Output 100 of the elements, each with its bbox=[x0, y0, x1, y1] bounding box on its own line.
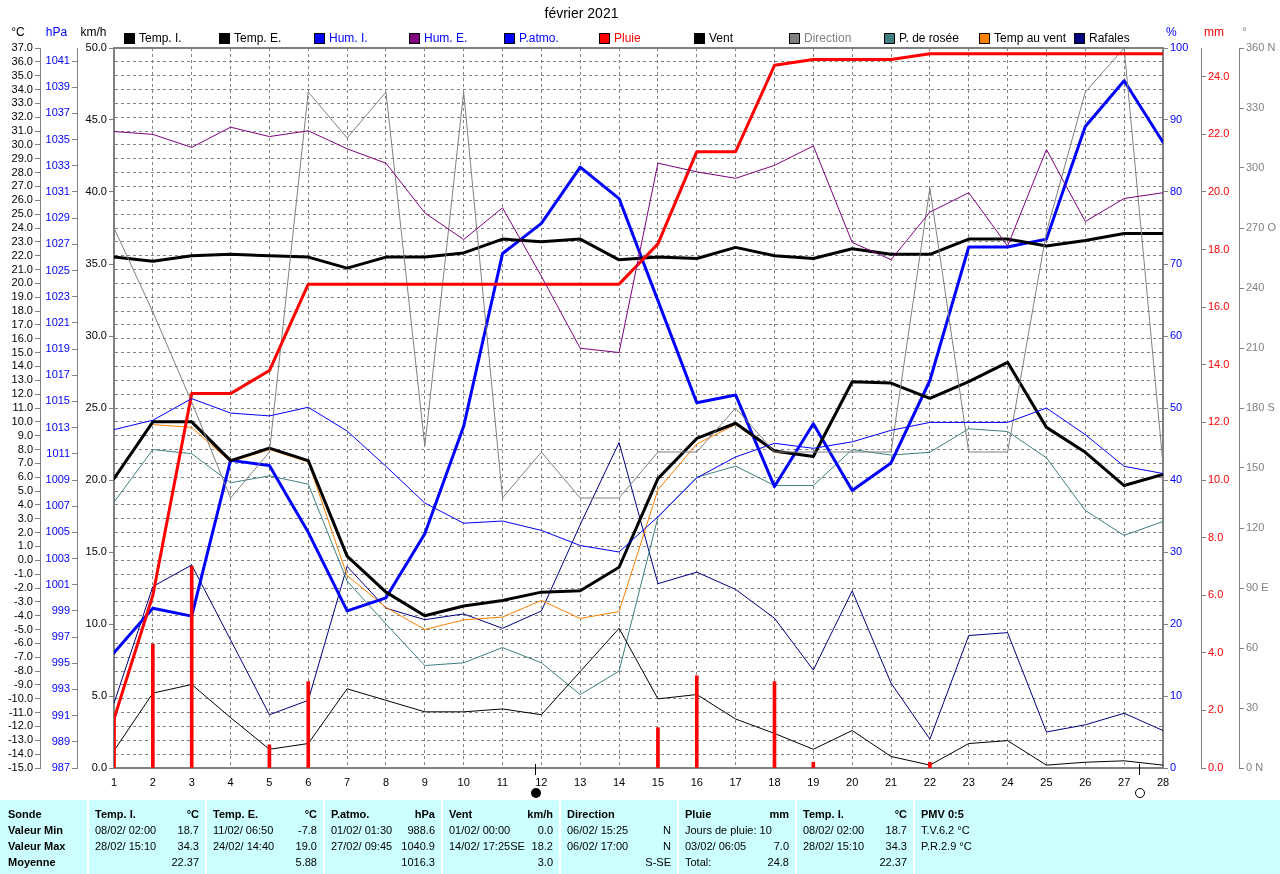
y-tick-label: 18.0 bbox=[11, 304, 33, 317]
y-tick-label: -2.0 bbox=[14, 581, 33, 594]
text: 28/02/ 15:10 bbox=[803, 839, 865, 853]
x-tick-label: 4 bbox=[227, 775, 234, 788]
y2-tick-label: 1031 bbox=[45, 185, 70, 198]
text: 19.0 bbox=[295, 839, 317, 853]
text: 22.37 bbox=[879, 855, 907, 869]
y-tick-label: 9.0 bbox=[17, 428, 33, 441]
text: Pluie bbox=[685, 807, 712, 821]
text: 22.37 bbox=[171, 855, 199, 869]
y-tick-label: 5.0 bbox=[17, 484, 33, 497]
bar bbox=[694, 675, 699, 768]
y-tick-label: 22.0 bbox=[11, 248, 33, 261]
y-tick-label: 20 bbox=[1170, 617, 1183, 630]
legend-label: P.atmo. bbox=[519, 31, 559, 46]
y3-tick-label: 35.0 bbox=[85, 257, 107, 270]
text: 1016.3 bbox=[401, 855, 435, 869]
y-tick-label: 6.0 bbox=[17, 470, 33, 483]
text: 3.0 bbox=[537, 855, 553, 869]
y-axis-title: °C bbox=[11, 25, 26, 40]
y-tick-label: 60 bbox=[1170, 329, 1183, 342]
x-tick-label: 26 bbox=[1079, 775, 1092, 788]
y2-tick-label: 16.0 bbox=[1208, 300, 1230, 313]
y3-tick-label: 330 bbox=[1246, 101, 1265, 114]
legend-label: Rafales bbox=[1089, 31, 1130, 46]
y3-tick-label: 40.0 bbox=[85, 185, 107, 198]
y-tick-label: 12.0 bbox=[11, 387, 33, 400]
y3-tick-label: 240 bbox=[1246, 281, 1265, 294]
y2-tick-label: 1027 bbox=[45, 237, 70, 250]
y3-tick-label: 25.0 bbox=[85, 401, 107, 414]
y2-tick-label: 10.0 bbox=[1208, 473, 1230, 486]
text: mm bbox=[769, 807, 789, 821]
chart-title: février 2021 bbox=[544, 5, 619, 22]
legend-label: Hum. E. bbox=[424, 31, 468, 46]
y-tick-label: 2.0 bbox=[17, 525, 33, 538]
y-tick-label: 80 bbox=[1170, 185, 1183, 198]
y-tick-label: 1.0 bbox=[17, 539, 33, 552]
text: N bbox=[663, 823, 671, 837]
text: 5.88 bbox=[295, 855, 317, 869]
y-tick-label: 50 bbox=[1170, 401, 1183, 414]
x-tick-label: 8 bbox=[382, 775, 390, 788]
y-tick-label: -12.0 bbox=[7, 719, 33, 732]
text: Valeur Min bbox=[8, 823, 64, 837]
y2-tick-label: 987 bbox=[51, 761, 70, 774]
legend-label: Temp. I. bbox=[139, 31, 182, 46]
y3-tick-label: 180 S bbox=[1246, 401, 1275, 414]
x-tick-label: 6 bbox=[305, 775, 312, 788]
legend-label: Hum. I. bbox=[329, 31, 368, 46]
x-tick-label: 15 bbox=[651, 775, 665, 788]
y3-tick-label: 5.0 bbox=[91, 689, 107, 702]
y3-tick-label: 0.0 bbox=[91, 761, 107, 774]
text: P.R.2.9 °C bbox=[921, 839, 972, 853]
legend-label: Temp. E. bbox=[234, 31, 282, 46]
x-tick-label: 5 bbox=[266, 775, 273, 788]
y-tick-label: 14.0 bbox=[11, 359, 33, 372]
text: 988.6 bbox=[407, 823, 435, 837]
text: T.V.6.2 °C bbox=[921, 823, 970, 837]
text: Vent bbox=[449, 807, 473, 821]
text: 24/02/ 14:40 bbox=[213, 839, 275, 853]
y3-tick-label: 0 N bbox=[1246, 761, 1264, 774]
x-tick-label: 24 bbox=[1001, 775, 1014, 788]
y-tick-label: 100 bbox=[1170, 41, 1189, 54]
y-tick-label: 27.0 bbox=[11, 179, 33, 192]
x-tick-label: 20 bbox=[846, 775, 859, 788]
x-tick-label: 13 bbox=[574, 775, 587, 788]
legend-label: Vent bbox=[709, 31, 734, 46]
y3-tick-label: 150 bbox=[1246, 461, 1265, 474]
y2-tick-label: 4.0 bbox=[1208, 645, 1224, 658]
text: 0.0 bbox=[537, 823, 553, 837]
y2-tick-label: 991 bbox=[51, 708, 70, 721]
y3-tick-label: 30 bbox=[1246, 701, 1259, 714]
text: 01/02/ 00:00 bbox=[449, 823, 511, 837]
y2-tick-label: 8.0 bbox=[1208, 530, 1224, 543]
y3-tick-label: 30.0 bbox=[85, 329, 107, 342]
y-tick-label: -3.0 bbox=[14, 594, 33, 607]
y-tick-label: 31.0 bbox=[11, 124, 33, 137]
x-tick-label: 25 bbox=[1040, 775, 1053, 788]
y2-tick-label: 1015 bbox=[45, 394, 70, 407]
text: Temp. I. bbox=[95, 807, 136, 821]
y2-tick-label: 1009 bbox=[45, 473, 70, 486]
y-tick-label: 25.0 bbox=[11, 207, 33, 220]
y2-tick-label: 1033 bbox=[45, 158, 70, 171]
y3-tick-label: 360 N bbox=[1246, 41, 1276, 54]
x-tick-label: 16 bbox=[690, 775, 703, 788]
y2-tick-label: 24.0 bbox=[1208, 69, 1230, 82]
y2-tick-label: 1025 bbox=[45, 263, 70, 276]
x-tick-label: 18 bbox=[768, 775, 781, 788]
y2-tick-label: 1011 bbox=[46, 446, 70, 459]
text: 1040.9 bbox=[401, 839, 435, 853]
y-tick-label: -13.0 bbox=[7, 733, 33, 746]
text: S-SE bbox=[645, 855, 671, 869]
text: °C bbox=[304, 807, 317, 821]
bar bbox=[928, 761, 932, 768]
y2-tick-label: 993 bbox=[51, 682, 70, 695]
legend-label: Pluie bbox=[614, 31, 642, 46]
y-tick-label: 34.0 bbox=[11, 82, 33, 95]
text: 18.7 bbox=[885, 823, 907, 837]
y-tick-label: -8.0 bbox=[14, 664, 33, 677]
text: Valeur Max bbox=[8, 839, 66, 853]
y-tick-label: 0 bbox=[1170, 761, 1177, 774]
